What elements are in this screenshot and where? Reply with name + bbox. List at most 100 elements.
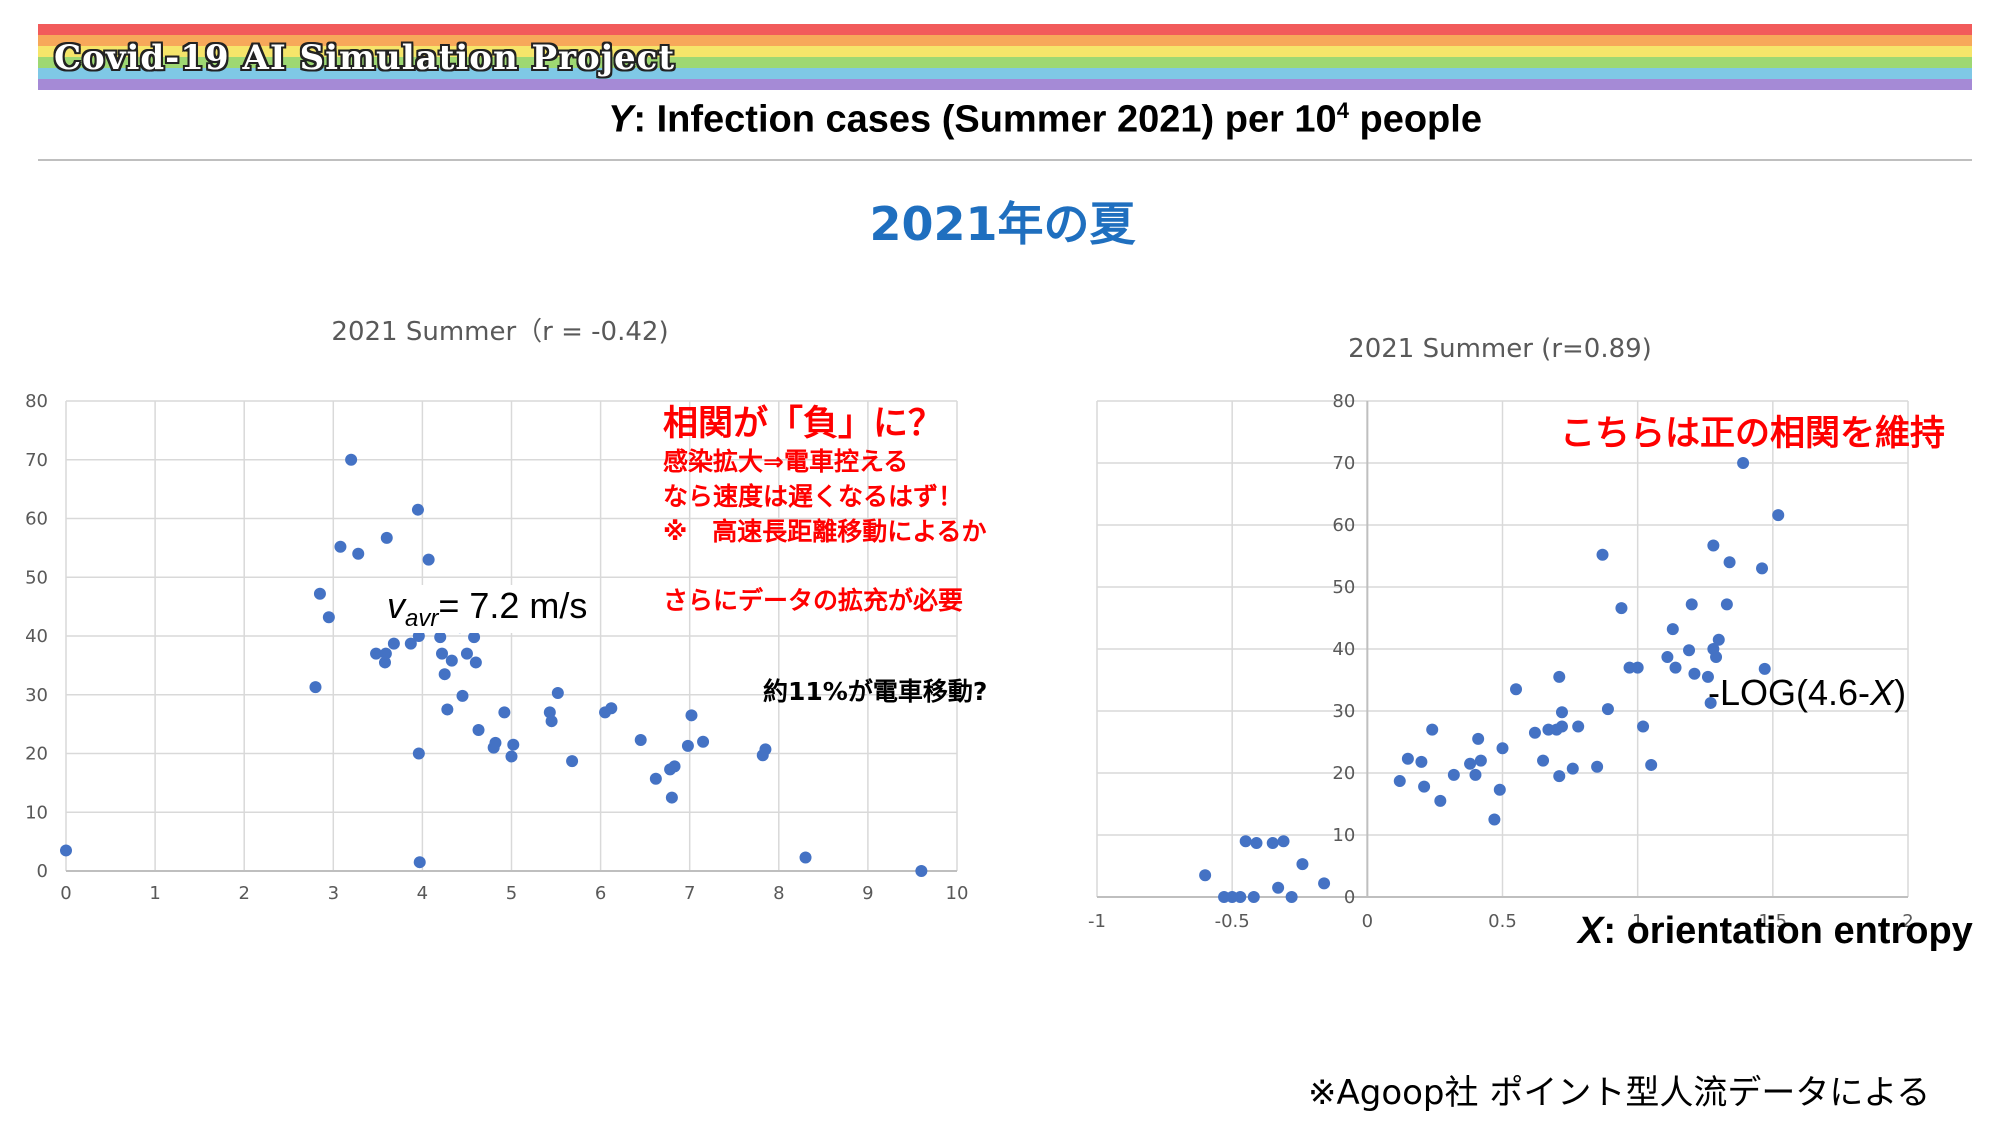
x-label-text: : orientation entropy bbox=[1603, 910, 1973, 952]
rainbow-stripe-orange bbox=[38, 35, 1972, 46]
chart-2-data-point bbox=[1737, 457, 1750, 469]
y-axis-description: Y: Infection cases (Summer 2021) per 104… bbox=[0, 98, 2000, 142]
chart-2-data-point bbox=[1469, 768, 1482, 781]
negative-correlation-title: 相関が「負」に？ bbox=[663, 404, 944, 444]
chart-1-data-point bbox=[915, 865, 928, 877]
chart-1-data-point bbox=[379, 647, 392, 660]
chart-2-y-tick-label: 10 bbox=[1332, 825, 1355, 846]
chart-1-data-point bbox=[436, 647, 449, 660]
average-velocity-label: vavr= 7.2 m/s bbox=[385, 585, 590, 634]
chart-2-data-point bbox=[1493, 783, 1506, 796]
chart-1-x-tick-label: 8 bbox=[773, 883, 784, 904]
chart-1-y-tick-label: 10 bbox=[25, 802, 48, 823]
chart-1-y-tick-label: 60 bbox=[25, 509, 48, 530]
chart-1-y-tick-label: 0 bbox=[37, 861, 48, 882]
velocity-value: = 7.2 m/s bbox=[438, 585, 588, 626]
chart-1-x-tick-label: 7 bbox=[684, 883, 695, 904]
chart-1-y-tick-label: 50 bbox=[25, 567, 48, 588]
chart-2-data-point bbox=[1683, 644, 1696, 657]
chart-1-x-tick-label: 9 bbox=[862, 883, 873, 904]
chart-1-data-point bbox=[799, 851, 812, 864]
chart-1-y-tick-label: 80 bbox=[25, 391, 48, 412]
chart-1-y-tick-label: 30 bbox=[25, 685, 48, 706]
y-label-text: : Infection cases (Summer 2021) per 10 bbox=[633, 98, 1337, 141]
chart-2-data-point bbox=[1474, 754, 1487, 767]
chart-2-data-point bbox=[1447, 768, 1460, 781]
chart-1-data-point bbox=[322, 611, 335, 624]
chart-2-data-point bbox=[1712, 633, 1725, 646]
chart-1-data-point bbox=[605, 702, 618, 715]
chart-2-x-tick-label: 0.5 bbox=[1488, 911, 1517, 932]
chart-2-y-tick-label: 50 bbox=[1332, 577, 1355, 598]
chart-2-data-point bbox=[1707, 539, 1720, 552]
project-title: Covid-19 AI Simulation Project bbox=[54, 38, 676, 78]
chart-2-data-point bbox=[1296, 858, 1309, 871]
chart-2-data-point bbox=[1704, 696, 1717, 709]
chart-1-data-point bbox=[469, 656, 482, 669]
chart-1-data-point bbox=[507, 738, 520, 751]
note-line-3: ※ 高速長距離移動によるか bbox=[663, 517, 987, 546]
chart-2-data-point bbox=[1426, 723, 1439, 736]
note-line-5: さらにデータの拡充が必要 bbox=[663, 586, 964, 615]
chart-1-data-point bbox=[60, 844, 72, 857]
rainbow-stripe-green bbox=[38, 57, 1972, 68]
chart-1-x-tick-label: 6 bbox=[595, 883, 606, 904]
chart-1-data-point bbox=[489, 736, 502, 749]
chart-1-data-point bbox=[566, 755, 579, 768]
velocity-symbol: vavr bbox=[387, 585, 439, 633]
rainbow-stripe-blue bbox=[38, 68, 1972, 79]
chart-2-y-tick-label: 30 bbox=[1332, 701, 1355, 722]
chart-1-data-point bbox=[412, 747, 425, 760]
chart-2-x-tick-label: 0 bbox=[1362, 911, 1373, 932]
chart-1-data-point bbox=[551, 686, 564, 699]
chart-2-data-point bbox=[1272, 881, 1285, 894]
y-label-exponent: 4 bbox=[1336, 98, 1349, 123]
chart-1-data-point bbox=[472, 724, 485, 736]
chart-1-data-point bbox=[697, 735, 710, 748]
positive-correlation-title: こちらは正の相関を維持 bbox=[1560, 414, 1946, 454]
chart-1-data-point bbox=[649, 772, 662, 785]
chart-2-data-point bbox=[1631, 661, 1644, 674]
chart-1-x-tick-label: 3 bbox=[328, 883, 339, 904]
chart-2-data-point bbox=[1553, 670, 1566, 683]
chart-1-x-tick-label: 10 bbox=[946, 883, 969, 904]
chart-2-y-tick-label: 60 bbox=[1332, 515, 1355, 536]
train-share-note: 約11%が電車移動? bbox=[763, 677, 988, 706]
chart-1-data-point bbox=[422, 553, 435, 566]
rainbow-stripe-purple bbox=[38, 79, 1972, 90]
chart-1-data-point bbox=[445, 654, 458, 667]
log-fit-label: -LOG(4.6-X) bbox=[1708, 672, 1907, 713]
note-line-2: なら速度は遅くなるはず！ bbox=[663, 482, 964, 511]
chart-1-data-point bbox=[468, 631, 481, 644]
chart-1-data-point bbox=[370, 647, 383, 660]
chart-2-data-point bbox=[1277, 835, 1290, 848]
chart-1-x-tick-label: 4 bbox=[417, 883, 428, 904]
chart-2-data-point bbox=[1685, 598, 1698, 611]
chart-2-data-point bbox=[1572, 720, 1585, 733]
chart-1-data-point bbox=[309, 681, 322, 694]
rainbow-stripe-yellow bbox=[38, 46, 1972, 57]
slide-subtitle: 2021年の夏 bbox=[869, 197, 1136, 251]
chart-1-data-point bbox=[352, 547, 365, 560]
chart-2-x-tick-label: 2 bbox=[1902, 911, 1913, 932]
chart-1-data-point bbox=[634, 733, 647, 746]
chart-2-data-point bbox=[1239, 835, 1252, 848]
chart-2-data-point bbox=[1688, 667, 1701, 680]
chart-2-data-point bbox=[1472, 732, 1485, 745]
chart-2-y-tick-label: 20 bbox=[1332, 763, 1355, 784]
chart-1-data-point bbox=[380, 531, 393, 544]
chart-2-data-point bbox=[1596, 548, 1609, 561]
chart-2-data-point bbox=[1510, 683, 1523, 696]
chart-1-title: 2021 Summer（r = -0.42) bbox=[331, 317, 668, 347]
chart-1-data-point bbox=[759, 743, 772, 756]
chart-2-data-point bbox=[1637, 720, 1650, 733]
chart-1-data-point bbox=[441, 703, 454, 716]
chart-2-data-point bbox=[1723, 556, 1736, 569]
chart-2-data-point bbox=[1555, 706, 1568, 719]
chart-2-data-point bbox=[1591, 760, 1604, 773]
chart-2-x-tick-label: 1.5 bbox=[1759, 911, 1788, 932]
chart-2-data-point bbox=[1393, 775, 1406, 788]
chart-1-data-point bbox=[404, 637, 417, 650]
chart-2-data-point bbox=[1758, 662, 1771, 675]
chart-2-data-point bbox=[1661, 651, 1674, 664]
